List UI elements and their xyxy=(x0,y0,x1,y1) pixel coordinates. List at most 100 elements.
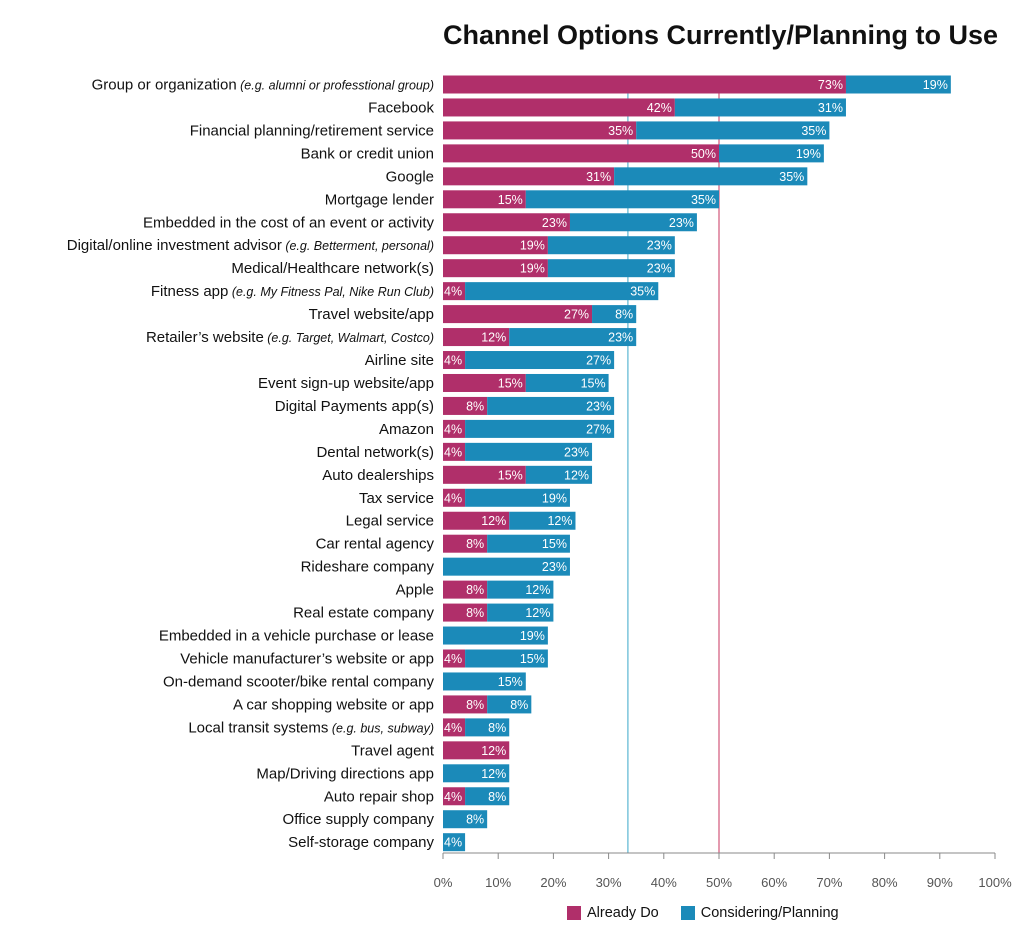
x-tick-label: 90% xyxy=(927,875,953,890)
bar-considering-planning xyxy=(465,718,510,737)
data-label: 31% xyxy=(586,170,611,184)
data-label: 23% xyxy=(608,331,633,345)
data-label: 4% xyxy=(444,285,462,299)
data-label: 4% xyxy=(444,422,462,436)
bar-considering-planning xyxy=(547,259,675,278)
data-label: 15% xyxy=(520,652,545,666)
data-label: 27% xyxy=(586,422,611,436)
data-label: 12% xyxy=(481,767,506,781)
data-label: 12% xyxy=(481,514,506,528)
bar-already-do xyxy=(443,787,466,806)
category-label: Rideshare company xyxy=(301,559,435,576)
category-label: Group or organization (e.g. alumni or pr… xyxy=(92,77,434,94)
category-label: Event sign-up website/app xyxy=(258,375,434,392)
bar-considering-planning xyxy=(465,488,570,507)
bar-considering-planning xyxy=(547,236,675,255)
category-label: A car shopping website or app xyxy=(233,696,434,713)
bar-considering-planning xyxy=(636,121,830,140)
category-label: Map/Driving directions app xyxy=(256,765,434,782)
category-label: Car rental agency xyxy=(316,536,435,553)
data-label: 8% xyxy=(488,790,506,804)
data-label: 19% xyxy=(542,491,567,505)
category-label: Dental network(s) xyxy=(316,444,434,461)
data-label: 4% xyxy=(444,721,462,735)
data-label: 12% xyxy=(481,744,506,758)
category-label: Local transit systems (e.g. bus, subway) xyxy=(188,719,434,736)
x-tick-label: 20% xyxy=(540,875,566,890)
data-label: 19% xyxy=(520,629,545,643)
data-label: 35% xyxy=(630,285,655,299)
data-label: 8% xyxy=(466,399,484,413)
data-label: 8% xyxy=(466,537,484,551)
bar-already-do xyxy=(443,603,488,622)
category-label: Legal service xyxy=(346,513,434,530)
bar-considering-planning xyxy=(443,833,466,852)
data-label: 8% xyxy=(466,813,484,827)
bar-already-do xyxy=(443,373,526,392)
data-label: 73% xyxy=(818,78,843,92)
bar-already-do xyxy=(443,419,466,438)
category-label: Digital Payments app(s) xyxy=(275,398,434,415)
legend: Already Do Considering/Planning xyxy=(567,905,861,921)
data-label: 50% xyxy=(691,147,716,161)
category-label: Retailer’s website (e.g. Target, Walmart… xyxy=(146,329,434,346)
data-label: 12% xyxy=(547,514,572,528)
data-label: 23% xyxy=(647,262,672,276)
bar-already-do xyxy=(443,741,510,760)
category-label: Tax service xyxy=(359,490,434,507)
category-label: Facebook xyxy=(368,99,434,116)
bar-considering-planning xyxy=(487,396,615,415)
data-label: 23% xyxy=(669,216,694,230)
data-label: 42% xyxy=(647,101,672,115)
bar-considering-planning xyxy=(443,764,510,783)
category-label: Auto dealerships xyxy=(322,467,434,484)
category-label: Airline site xyxy=(365,352,434,369)
data-label: 8% xyxy=(466,606,484,620)
category-labels: Group or organization (e.g. alumni or pr… xyxy=(67,77,435,852)
bar-considering-planning xyxy=(443,810,488,829)
bar-already-do xyxy=(443,488,466,507)
x-tick-label: 100% xyxy=(978,875,1012,890)
bar-considering-planning xyxy=(614,167,808,186)
bar-already-do xyxy=(443,695,488,714)
bar-considering-planning xyxy=(465,649,548,668)
bar-already-do xyxy=(443,396,488,415)
category-label: Apple xyxy=(396,582,434,599)
bar-already-do xyxy=(443,328,510,347)
bar-considering-planning xyxy=(443,672,526,691)
data-label: 8% xyxy=(615,308,633,322)
bar-already-do xyxy=(443,213,570,232)
bar-already-do xyxy=(443,121,637,140)
category-label: Bank or credit union xyxy=(301,145,434,162)
bar-considering-planning xyxy=(487,534,570,553)
data-label: 19% xyxy=(520,262,545,276)
bar-considering-planning xyxy=(719,144,824,163)
legend-swatch-considering-planning xyxy=(680,906,695,920)
category-label: Travel agent xyxy=(351,742,435,759)
bar-already-do xyxy=(443,718,466,737)
data-label: 8% xyxy=(466,698,484,712)
data-label: 27% xyxy=(564,308,589,322)
bar-considering-planning xyxy=(509,511,576,530)
bar-considering-planning xyxy=(487,695,532,714)
bar-already-do xyxy=(443,580,488,599)
data-label: 19% xyxy=(520,239,545,253)
bar-considering-planning xyxy=(465,419,615,438)
x-tick-label: 10% xyxy=(485,875,511,890)
category-label: Fitness app (e.g. My Fitness Pal, Nike R… xyxy=(151,283,434,300)
data-label: 4% xyxy=(444,790,462,804)
legend-swatch-already-do xyxy=(567,906,581,920)
x-tick-label: 0% xyxy=(434,875,453,890)
data-label: 35% xyxy=(691,193,716,207)
bar-considering-planning xyxy=(592,305,637,324)
data-label: 4% xyxy=(444,652,462,666)
bar-considering-planning xyxy=(443,626,548,645)
data-label: 23% xyxy=(564,445,589,459)
bar-already-do xyxy=(443,282,466,301)
category-label: Vehicle manufacturer’s website or app xyxy=(180,651,434,668)
data-label: 15% xyxy=(581,376,606,390)
bar-considering-planning xyxy=(487,603,554,622)
category-label: Embedded in the cost of an event or acti… xyxy=(143,214,434,231)
data-label: 35% xyxy=(801,124,826,138)
